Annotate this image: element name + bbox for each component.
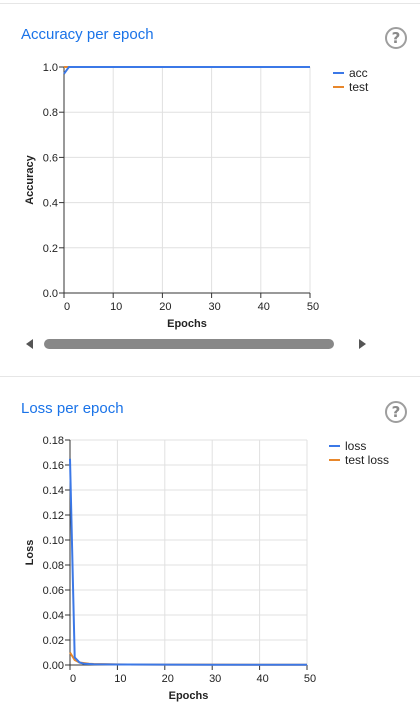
card-divider: [0, 376, 420, 377]
y-tick-label: 0.4: [43, 198, 58, 210]
y-axis-label: Accuracy: [24, 154, 36, 204]
legend-label: test: [349, 80, 369, 94]
scroll-right-arrow-icon[interactable]: [359, 339, 366, 349]
y-tick-label: 0.02: [43, 635, 64, 647]
y-axis-label: Loss: [24, 540, 36, 566]
x-tick-label: 10: [110, 301, 122, 313]
y-tick-label: 0.04: [43, 610, 64, 622]
x-tick-label: 0: [70, 673, 76, 685]
loss-card-title: Loss per epoch: [21, 400, 124, 417]
y-tick-label: 1.0: [43, 62, 58, 74]
help-circle-icon[interactable]: ?: [385, 27, 407, 49]
accuracy-card-title: Accuracy per epoch: [21, 26, 154, 43]
x-tick-label: 50: [304, 673, 316, 685]
y-tick-label: 0.8: [43, 107, 58, 119]
x-tick-label: 50: [307, 301, 319, 313]
scroll-left-arrow-icon[interactable]: [26, 339, 33, 349]
x-axis-label: Epochs: [169, 690, 209, 702]
y-tick-label: 0.12: [43, 510, 64, 522]
x-tick-label: 40: [258, 301, 270, 313]
y-tick-label: 0.08: [43, 560, 64, 572]
help-circle-icon[interactable]: ?: [385, 401, 407, 423]
y-tick-label: 0.10: [43, 535, 64, 547]
x-tick-label: 10: [114, 673, 126, 685]
y-tick-label: 0.06: [43, 585, 64, 597]
y-tick-label: 0.14: [43, 485, 64, 497]
legend-label: test loss: [345, 453, 389, 467]
series-line-test-loss: [69, 651, 307, 666]
y-tick-label: 0.0: [43, 288, 58, 300]
x-tick-label: 40: [256, 673, 268, 685]
series-line-loss: [69, 458, 307, 666]
chart-horizontal-scrollbar[interactable]: [20, 334, 375, 354]
y-tick-label: 0.00: [43, 660, 64, 672]
y-tick-label: 0.6: [43, 152, 58, 164]
scroll-thumb[interactable]: [44, 339, 334, 349]
legend-label: acc: [349, 66, 368, 80]
x-tick-label: 20: [162, 673, 174, 685]
x-tick-label: 30: [209, 673, 221, 685]
x-tick-label: 20: [159, 301, 171, 313]
legend-label: loss: [345, 439, 366, 453]
y-tick-label: 0.16: [43, 460, 64, 472]
x-tick-label: 0: [64, 301, 70, 313]
x-tick-label: 30: [208, 301, 220, 313]
top-divider: [0, 3, 420, 4]
y-tick-label: 0.2: [43, 243, 58, 255]
x-axis-label: Epochs: [167, 318, 207, 330]
y-tick-label: 0.18: [43, 435, 64, 447]
series-line-acc: [63, 66, 310, 75]
accuracy-chart: 0.0 0.2 0.4 0.6 0.8 1.0 0 10 20 30 40 50 Epochs Accur…: [24, 62, 369, 330]
